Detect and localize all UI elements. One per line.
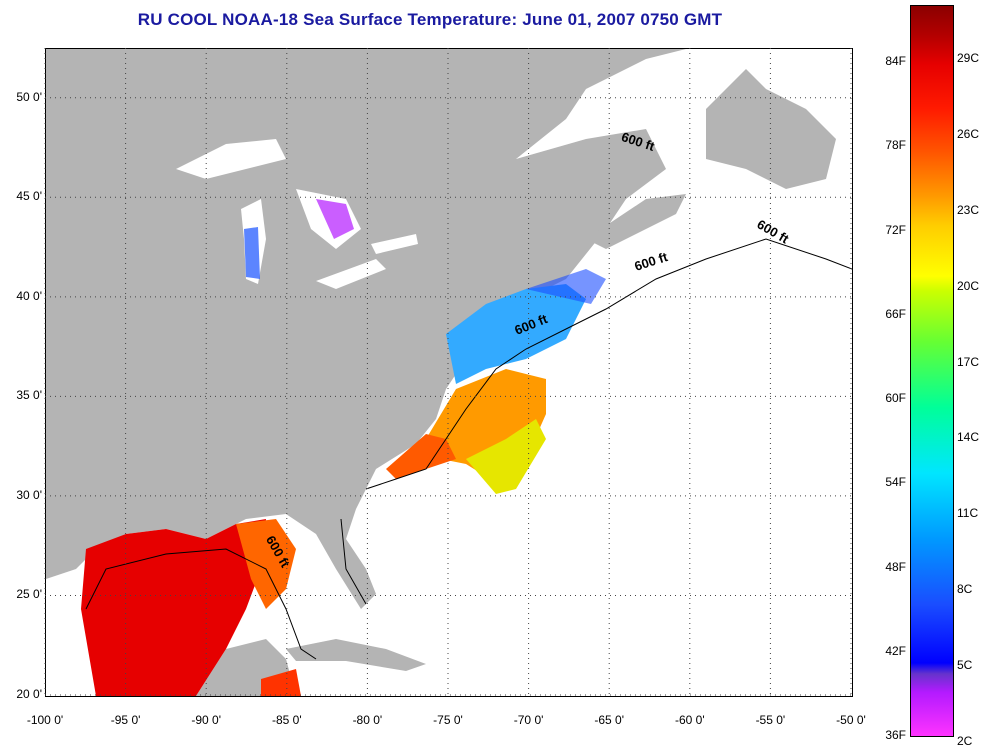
longitude-label: -65 0' bbox=[594, 713, 625, 727]
colorbar-fahrenheit-label: 42F bbox=[885, 643, 906, 658]
colorbar-celsius-label: 17C bbox=[957, 354, 980, 369]
latitude-label: 50 0' bbox=[16, 89, 42, 104]
colorbar-fahrenheit-label: 66F bbox=[885, 306, 906, 321]
sst-northeast-cold bbox=[526, 269, 606, 304]
lake-superior bbox=[176, 139, 286, 179]
sst-offshore-yellow bbox=[466, 419, 546, 494]
longitude-label: -95 0' bbox=[110, 713, 141, 727]
colorbar-celsius-label: 2C bbox=[957, 733, 973, 748]
latitude-label: 25 0' bbox=[16, 587, 42, 602]
longitude-label: -85 0' bbox=[271, 713, 302, 727]
lake-ontario bbox=[371, 234, 418, 254]
lake-erie bbox=[316, 259, 386, 289]
temperature-colorbar bbox=[910, 5, 954, 737]
latitude-label: 30 0' bbox=[16, 487, 42, 502]
colorbar-celsius-label: 11C bbox=[957, 506, 979, 521]
colorbar-celsius-label: 5C bbox=[957, 657, 973, 672]
latitude-label: 35 0' bbox=[16, 388, 42, 403]
sst-mid-atlantic-cold bbox=[446, 284, 586, 384]
colorbar-celsius-label: 26C bbox=[957, 127, 980, 142]
colorbar-celsius-label: 23C bbox=[957, 202, 980, 217]
longitude-label: -50 0' bbox=[836, 713, 866, 727]
colorbar-fahrenheit-label: 72F bbox=[885, 222, 906, 237]
colorbar-celsius-label: 20C bbox=[957, 278, 980, 293]
longitude-label: -70 0' bbox=[513, 713, 544, 727]
land-newfoundland bbox=[706, 69, 836, 189]
colorbar-fahrenheit-label: 84F bbox=[885, 54, 906, 69]
land-north-america bbox=[46, 49, 686, 609]
latitude-label: 20 0' bbox=[16, 687, 42, 701]
colorbar-fahrenheit-label: 78F bbox=[885, 138, 906, 153]
colorbar-celsius-label: 14C bbox=[957, 430, 980, 445]
land-nova-scotia bbox=[586, 194, 686, 249]
longitude-label: -55 0' bbox=[755, 713, 786, 727]
sst-map: 600 ft 600 ft 600 ft 600 ft 600 ft bbox=[45, 48, 853, 697]
bathymetry-600ft-contour bbox=[85, 238, 852, 660]
land-cuba bbox=[286, 639, 426, 671]
sst-gulf-east bbox=[236, 519, 296, 609]
map-title: RU COOL NOAA-18 Sea Surface Temperature:… bbox=[137, 10, 723, 29]
colorbar-celsius-label: 8C bbox=[957, 582, 973, 596]
sst-lake-michigan bbox=[244, 227, 260, 279]
longitude-label: -60 0' bbox=[674, 713, 705, 727]
colorbar-fahrenheit-label: 54F bbox=[885, 475, 906, 490]
colorbar-fahrenheit-label: 48F bbox=[885, 559, 906, 574]
colorbar-fahrenheit-label: 60F bbox=[885, 391, 906, 406]
latitude-label: 40 0' bbox=[16, 288, 42, 303]
longitude-label: -90 0' bbox=[191, 713, 222, 727]
sst-caribbean bbox=[261, 669, 301, 696]
colorbar-fahrenheit-label: 36F bbox=[885, 728, 906, 742]
longitude-label: -100 0' bbox=[26, 713, 64, 727]
longitude-label: -80 0' bbox=[352, 713, 383, 727]
latitude-label: 45 0' bbox=[16, 189, 42, 204]
sst-lake-huron bbox=[316, 199, 354, 239]
map-canvas bbox=[46, 49, 852, 696]
colorbar-celsius-label: 29C bbox=[957, 51, 980, 66]
longitude-label: -75 0' bbox=[433, 713, 463, 727]
sst-carolina-warm bbox=[386, 434, 456, 479]
